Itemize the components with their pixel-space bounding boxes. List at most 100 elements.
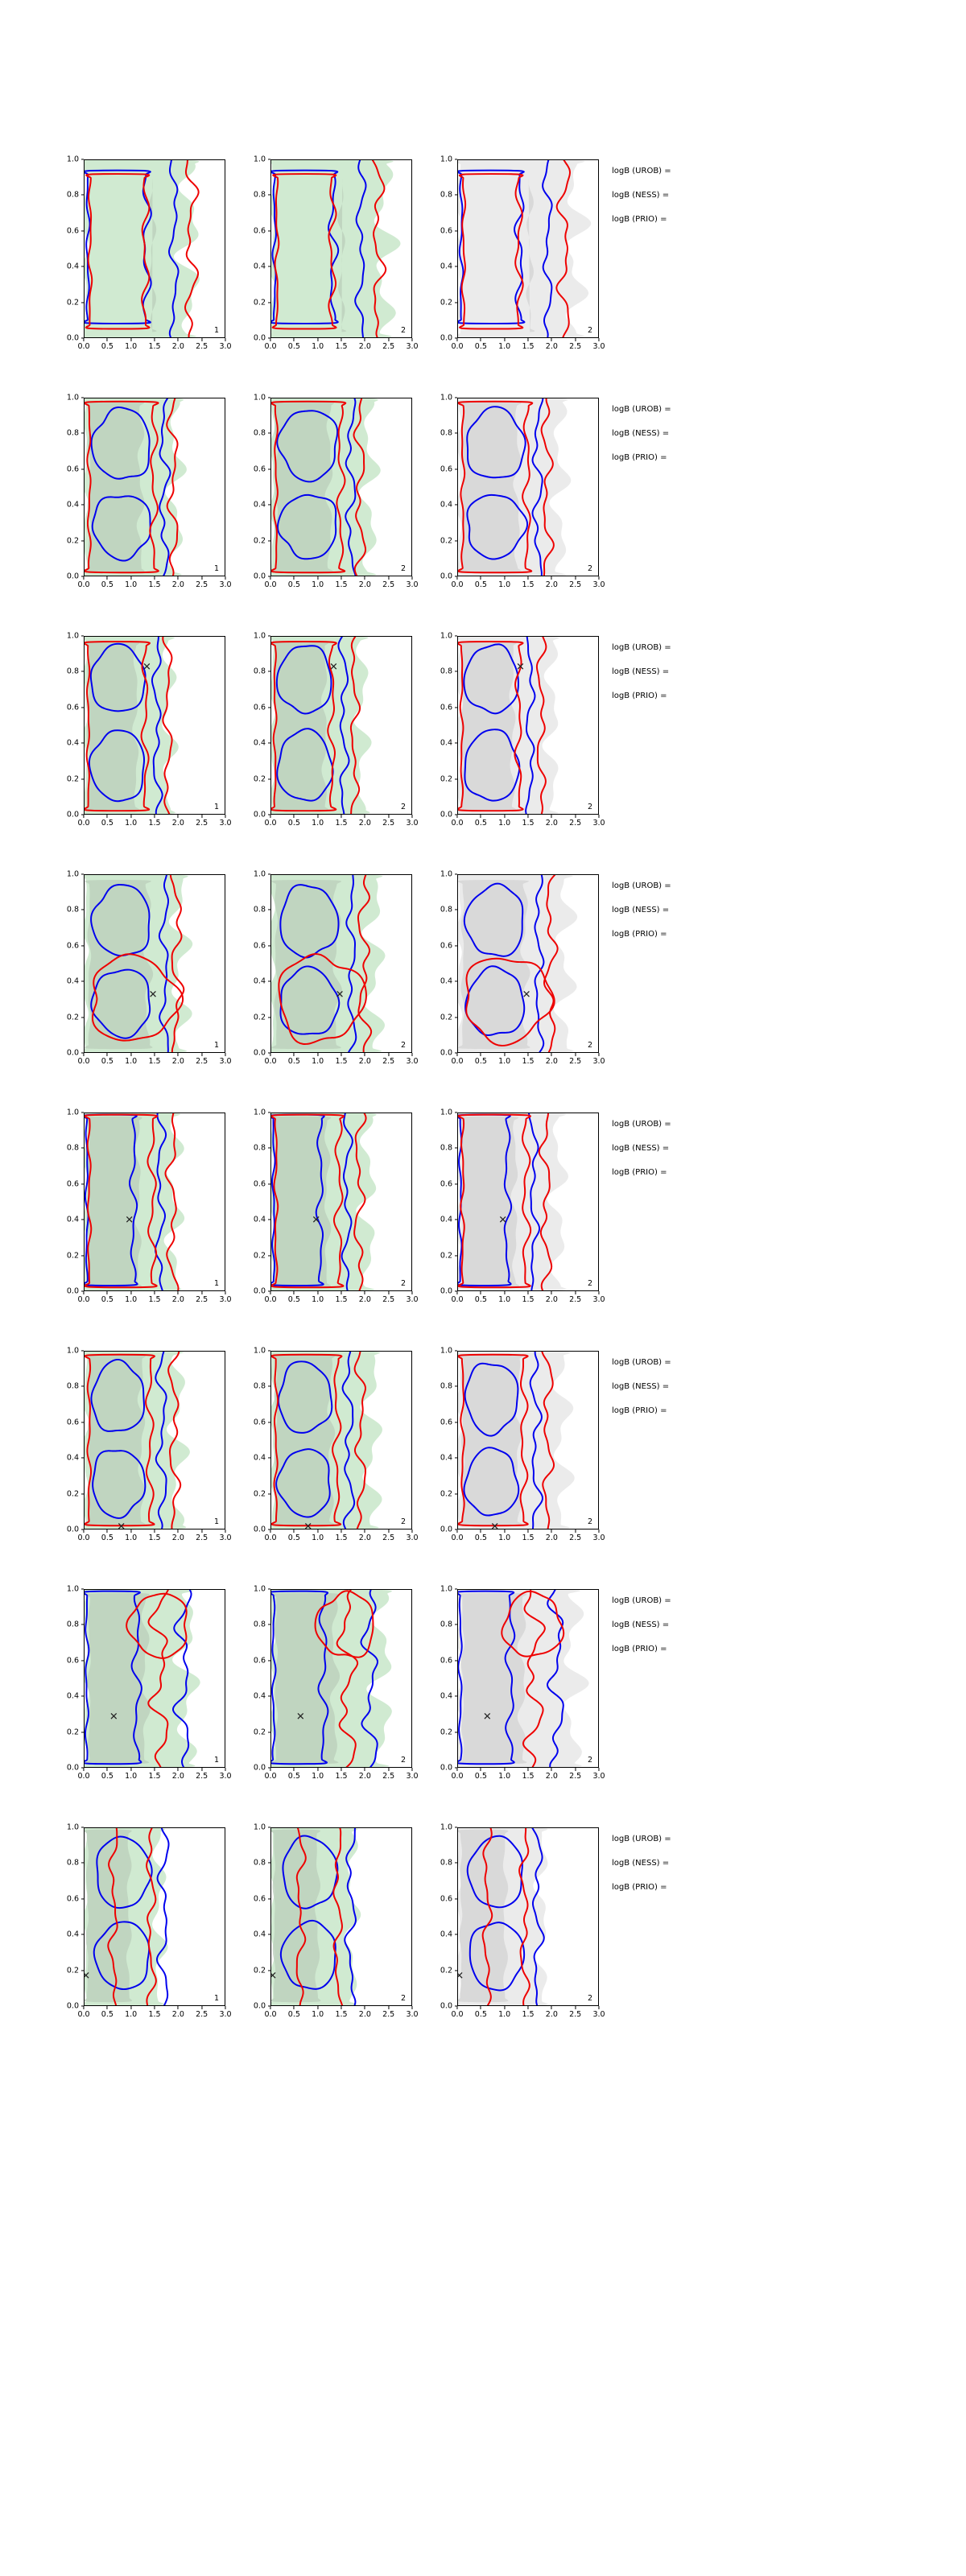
x-axis-tick-mark: [154, 2006, 155, 2009]
contour-line-red: [162, 637, 173, 814]
y-axis-tick-mark: [267, 873, 270, 875]
x-axis-tick-mark: [293, 1768, 295, 1771]
x-axis-tick-label: 1.5: [148, 2010, 161, 2019]
x-axis-tick-mark: [177, 1530, 179, 1533]
plot-canvas: ✕2: [270, 1827, 412, 2006]
x-axis-tick-mark: [575, 2006, 576, 2009]
y-axis-tick-mark: [80, 814, 84, 815]
x-axis-tick-label: 3.0: [406, 1057, 419, 1066]
contour-panel[interactable]: 2 0.0 0.2 0.4 0.6 0.8 1.0 0.0 0.5 1.0 1.5 2.0 2.5 3.0: [419, 380, 605, 618]
contour-line-blue: [534, 875, 545, 1052]
contour-line-red: [85, 1353, 156, 1527]
y-axis-tick-label: 1.0: [66, 869, 79, 879]
y-axis-tick-mark: [267, 1767, 270, 1769]
contour-panel[interactable]: ✕20.00.20.40.60.81.00.00.51.01.52.02.53.…: [419, 1810, 605, 2048]
x-axis-tick-label: 0.0: [264, 1534, 277, 1542]
x-axis-tick-label: 3.0: [406, 2010, 419, 2019]
y-axis-tick-mark: [80, 2005, 84, 2007]
panel-corner-label: 2: [587, 1755, 592, 1765]
contour-line-blue: [276, 728, 334, 802]
x-axis-tick-mark: [575, 815, 576, 818]
x-axis-tick-label: 1.0: [125, 1772, 138, 1781]
contour-panel[interactable]: 2 0.0 0.2 0.4 0.6 0.8 1.0 0.0 0.5 1.0 1.5 2.0 2.5 3.0: [232, 142, 419, 380]
y-axis-tick-mark: [267, 540, 270, 542]
contour-panel[interactable]: 1 0.0 0.2 0.4 0.6 0.8 1.0 0.0 0.5 1.0 1.5 2.0 2.5 3.0: [45, 380, 232, 618]
y-axis-tick-label: 0.8: [253, 667, 266, 676]
y-axis-tick-mark: [454, 707, 457, 708]
y-axis-tick-mark: [267, 1695, 270, 1697]
panel-corner-label: 2: [587, 564, 592, 573]
y-axis-tick-label: 0.6: [253, 1894, 266, 1904]
y-axis-tick-mark: [454, 302, 457, 303]
y-axis-tick-mark: [80, 230, 84, 232]
y-axis-tick-label: 0.6: [66, 464, 79, 474]
y-axis-tick-label: 0.8: [253, 428, 266, 438]
contour-panel[interactable]: 2 0.0 0.2 0.4 0.6 0.8 1.0 0.0 0.5 1.0 1.5 2.0 2.5 3.0: [232, 380, 419, 618]
y-axis-tick-label: 0.2: [253, 1012, 266, 1022]
x-axis-tick-label: 1.5: [148, 1295, 161, 1304]
plot-row: 1 0.0 0.2 0.4 0.6 0.8 1.0 0.0 0.5 1.0 1.5 2.0 2.5 3.0…: [0, 142, 966, 380]
x-axis-tick-mark: [201, 1053, 203, 1056]
contour-line-blue: [276, 493, 337, 560]
contour-line-blue: [463, 643, 519, 715]
x-axis-tick-label: 2.5: [569, 2010, 582, 2019]
contour-line-blue: [90, 968, 151, 1039]
x-axis-tick-mark: [130, 1053, 132, 1056]
x-axis-tick-mark: [154, 1768, 155, 1771]
y-axis-tick-mark: [267, 1862, 270, 1864]
y-axis-tick-label: 0.6: [66, 226, 79, 236]
y-axis-tick-label: 0.8: [253, 1620, 266, 1629]
x-axis-tick-label: 2.0: [358, 580, 371, 589]
x-axis-tick-label: 1.5: [335, 342, 348, 351]
legend-line-urob: logB (UROB) =: [612, 1835, 671, 1843]
contour-panel[interactable]: ✕10.00.20.40.60.81.00.00.51.01.52.02.53.…: [45, 1810, 232, 2048]
contour-line-red: [271, 173, 337, 330]
y-axis-tick-mark: [454, 1052, 457, 1054]
contour-panel[interactable]: 2 0.0 0.2 0.4 0.6 0.8 1.0 0.0 0.5 1.0 1.5 2.0 2.5 3.0: [419, 142, 605, 380]
x-axis-tick-label: 1.0: [312, 1295, 324, 1304]
plot-canvas: ✕2: [270, 1351, 412, 1530]
contour-panel[interactable]: ✕20.00.20.40.60.81.00.00.51.01.52.02.53.…: [232, 1810, 419, 2048]
y-axis-tick-label: 0.6: [440, 1179, 452, 1189]
y-axis-tick-label: 0.2: [66, 1727, 79, 1736]
truth-marker-icon: ✕: [328, 661, 338, 674]
y-axis-tick-mark: [80, 1970, 84, 1971]
x-axis-tick-mark: [527, 2006, 529, 2009]
x-axis-tick-label: 2.5: [382, 819, 395, 828]
y-axis-tick-mark: [267, 1493, 270, 1495]
x-axis-tick-mark: [130, 815, 132, 818]
y-axis-tick-label: 0.6: [253, 1656, 266, 1666]
legend-line-ness: logB (NESS) =: [612, 906, 670, 914]
panel-corner-label: 1: [213, 1755, 219, 1765]
row-legend: logB (UROB) = logB (NESS) = logB (PRIO) =: [612, 618, 966, 857]
x-axis-tick-mark: [504, 338, 506, 341]
contour-line-blue: [525, 637, 536, 814]
x-axis-tick-label: 1.0: [498, 1057, 511, 1066]
x-axis-tick-label: 0.0: [451, 1057, 464, 1066]
axes-area: ✕20.00.20.40.60.81.00.00.51.01.52.02.53.…: [440, 1823, 605, 2018]
density-fill-inner: [337, 178, 347, 332]
x-axis-tick-label: 2.0: [171, 1057, 184, 1066]
y-axis-tick-label: 0.0: [440, 1286, 452, 1296]
x-axis-tick-label: 1.0: [312, 580, 324, 589]
plot-canvas: ✕1: [84, 1827, 225, 2006]
contour-panel[interactable]: 1 0.0 0.2 0.4 0.6 0.8 1.0 0.0 0.5 1.0 1.5 2.0 2.5 3.0: [45, 142, 232, 380]
x-axis-tick-mark: [504, 1530, 506, 1533]
